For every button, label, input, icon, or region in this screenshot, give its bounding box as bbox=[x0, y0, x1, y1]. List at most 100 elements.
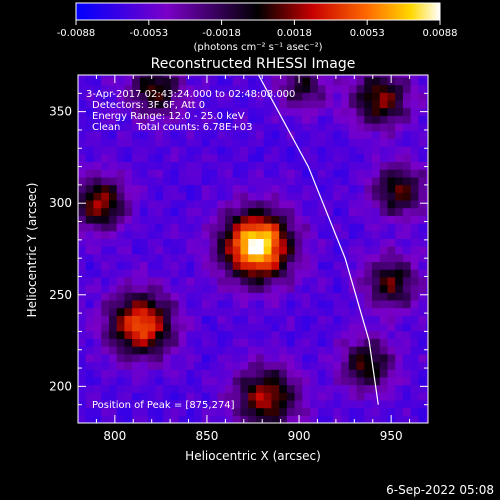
heatmap-cell bbox=[217, 246, 226, 255]
heatmap-cell bbox=[132, 415, 141, 423]
heatmap-cell bbox=[410, 176, 420, 186]
heatmap-cell bbox=[263, 75, 273, 78]
heatmap-cell bbox=[263, 107, 273, 116]
heatmap-cell bbox=[217, 330, 226, 339]
heatmap-cell bbox=[364, 138, 373, 147]
heatmap-cell bbox=[108, 169, 118, 178]
heatmap-cell bbox=[225, 122, 234, 132]
heatmap-cell bbox=[333, 307, 342, 316]
heatmap-cell bbox=[201, 115, 211, 124]
heatmap-cell bbox=[147, 407, 156, 416]
heatmap-cell bbox=[286, 222, 296, 232]
heatmap-cell bbox=[317, 115, 327, 124]
heatmap-cell bbox=[209, 307, 218, 316]
heatmap-cell bbox=[255, 299, 265, 309]
heatmap-cell bbox=[163, 115, 172, 124]
heatmap-cell bbox=[426, 92, 428, 101]
heatmap-cell bbox=[402, 407, 412, 416]
heatmap-cell bbox=[248, 376, 257, 386]
heatmap-cell bbox=[387, 99, 396, 109]
heatmap-cell bbox=[263, 92, 273, 101]
heatmap-cell bbox=[101, 415, 110, 423]
heatmap-cell bbox=[78, 169, 87, 178]
heatmap-cell bbox=[255, 192, 265, 201]
heatmap-cell bbox=[310, 192, 319, 201]
heatmap-cell bbox=[85, 284, 95, 293]
heatmap-cell bbox=[201, 299, 211, 309]
heatmap-cell bbox=[426, 369, 428, 378]
heatmap-cell bbox=[124, 246, 133, 255]
heatmap-cell bbox=[395, 122, 404, 132]
heatmap-cell bbox=[286, 346, 296, 355]
heatmap-cell bbox=[317, 322, 327, 332]
heatmap-cell bbox=[279, 230, 288, 239]
heatmap-cell bbox=[209, 338, 218, 347]
heatmap-cell bbox=[232, 276, 242, 286]
heatmap-cell bbox=[93, 215, 102, 224]
heatmap-cell bbox=[310, 92, 319, 101]
heatmap-cell bbox=[317, 338, 327, 347]
heatmap-cell bbox=[387, 169, 396, 178]
heatmap-cell bbox=[387, 215, 396, 224]
heatmap-cell bbox=[310, 115, 319, 124]
heatmap-cell bbox=[333, 415, 342, 423]
heatmap-cell bbox=[186, 84, 195, 93]
heatmap-cell bbox=[101, 292, 110, 301]
heatmap-cell bbox=[426, 299, 428, 309]
heatmap-cell bbox=[434, 338, 442, 346]
heatmap-cell bbox=[147, 99, 156, 109]
heatmap-cell bbox=[232, 346, 242, 355]
heatmap-cell bbox=[348, 176, 358, 186]
heatmap-cell bbox=[402, 199, 412, 209]
heatmap-cell bbox=[108, 222, 118, 232]
heatmap-cell bbox=[132, 361, 141, 370]
heatmap-cell bbox=[255, 99, 265, 109]
heatmap-cell bbox=[93, 292, 102, 301]
heatmap-cell bbox=[108, 207, 118, 216]
heatmap-cell bbox=[232, 130, 242, 139]
heatmap-cell bbox=[240, 76, 249, 86]
heatmap-cell bbox=[379, 153, 389, 163]
heatmap-cell bbox=[201, 399, 211, 409]
heatmap-cell bbox=[101, 61, 109, 69]
heatmap-cell bbox=[209, 253, 218, 263]
heatmap-cell bbox=[163, 299, 172, 309]
heatmap-cell bbox=[225, 307, 234, 316]
heatmap-cell bbox=[139, 261, 149, 270]
colorbar bbox=[75, 2, 441, 21]
heatmap-cell bbox=[217, 315, 226, 324]
heatmap-cell bbox=[279, 246, 288, 255]
heatmap-cell bbox=[364, 415, 373, 423]
heatmap-cell bbox=[93, 246, 102, 255]
heatmap-cell bbox=[85, 176, 95, 186]
heatmap-cell bbox=[263, 392, 273, 401]
heatmap-cell bbox=[380, 61, 388, 69]
heatmap-cell bbox=[201, 315, 211, 324]
heatmap-cell bbox=[379, 230, 389, 239]
heatmap-cell bbox=[155, 176, 164, 186]
heatmap-cell bbox=[348, 115, 358, 124]
heatmap-cell bbox=[418, 76, 427, 86]
heatmap-cell bbox=[364, 322, 373, 332]
heatmap-cell bbox=[302, 146, 311, 155]
heatmap-cell bbox=[271, 169, 280, 178]
heatmap-cell bbox=[271, 84, 280, 93]
heatmap-cell bbox=[186, 207, 195, 216]
heatmap-cell bbox=[248, 107, 257, 116]
heatmap-cell bbox=[132, 215, 141, 224]
heatmap-cell bbox=[341, 176, 350, 186]
heatmap-cell bbox=[271, 138, 280, 147]
heatmap-cell bbox=[255, 407, 265, 416]
heatmap-cell bbox=[263, 138, 273, 147]
heatmap-cell bbox=[364, 384, 373, 393]
heatmap-cell bbox=[410, 399, 420, 409]
heatmap-cell bbox=[248, 161, 257, 170]
heatmap-cell bbox=[217, 353, 226, 363]
heatmap-cell bbox=[147, 284, 156, 293]
heatmap-cell bbox=[178, 269, 187, 278]
heatmap-cell bbox=[410, 369, 420, 378]
heatmap-cell bbox=[255, 230, 265, 239]
heatmap-cell bbox=[93, 107, 102, 116]
heatmap-cell bbox=[132, 253, 141, 263]
heatmap-cell bbox=[255, 338, 265, 347]
